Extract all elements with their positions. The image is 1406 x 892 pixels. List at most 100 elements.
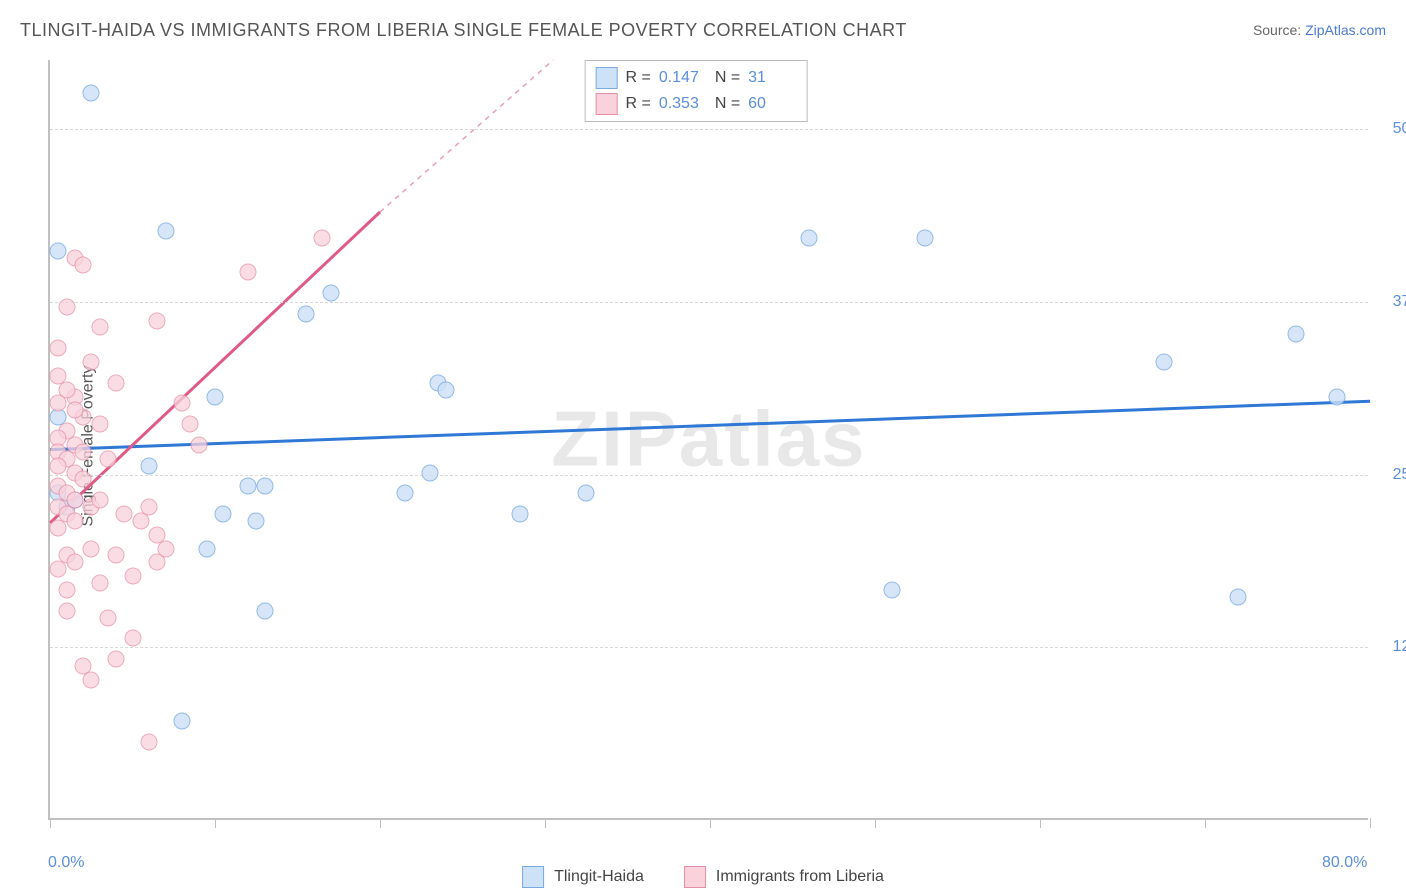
x-tick bbox=[545, 818, 546, 828]
data-point bbox=[801, 229, 818, 246]
r-value: 0.147 bbox=[659, 69, 707, 87]
x-tick-label: 0.0% bbox=[48, 854, 84, 872]
data-point bbox=[75, 257, 92, 274]
legend-swatch-series1 bbox=[522, 866, 544, 888]
data-point bbox=[438, 381, 455, 398]
trend-lines-layer bbox=[50, 60, 1368, 818]
data-point bbox=[182, 416, 199, 433]
series-legend: Tlingit-Haida Immigrants from Liberia bbox=[522, 866, 884, 888]
data-point bbox=[240, 264, 257, 281]
data-point bbox=[421, 464, 438, 481]
data-point bbox=[108, 547, 125, 564]
n-value: 60 bbox=[748, 95, 796, 113]
data-point bbox=[50, 367, 67, 384]
trend-line bbox=[380, 60, 553, 212]
chart-container: TLINGIT-HAIDA VS IMMIGRANTS FROM LIBERIA… bbox=[0, 0, 1406, 892]
legend-label-series2: Immigrants from Liberia bbox=[716, 868, 884, 886]
watermark-text: ZIPatlas bbox=[551, 394, 866, 485]
data-point bbox=[50, 340, 67, 357]
data-point bbox=[149, 526, 166, 543]
data-point bbox=[916, 229, 933, 246]
x-tick bbox=[710, 818, 711, 828]
data-point bbox=[578, 485, 595, 502]
legend-swatch bbox=[595, 67, 617, 89]
data-point bbox=[174, 713, 191, 730]
data-point bbox=[124, 630, 141, 647]
x-tick bbox=[875, 818, 876, 828]
data-point bbox=[50, 243, 67, 260]
data-point bbox=[91, 319, 108, 336]
data-point bbox=[83, 540, 100, 557]
trend-line bbox=[50, 212, 380, 523]
data-point bbox=[83, 354, 100, 371]
stat-legend-row: R = 0.353 N = 60 bbox=[595, 91, 796, 117]
x-tick bbox=[1040, 818, 1041, 828]
data-point bbox=[66, 402, 83, 419]
data-point bbox=[66, 554, 83, 571]
data-point bbox=[215, 506, 232, 523]
data-point bbox=[83, 84, 100, 101]
y-tick-label: 37.5% bbox=[1378, 293, 1406, 311]
n-value: 31 bbox=[748, 69, 796, 87]
n-label: N = bbox=[715, 95, 740, 113]
r-value: 0.353 bbox=[659, 95, 707, 113]
data-point bbox=[91, 575, 108, 592]
data-point bbox=[198, 540, 215, 557]
r-label: R = bbox=[625, 95, 650, 113]
data-point bbox=[66, 512, 83, 529]
data-point bbox=[256, 478, 273, 495]
x-tick bbox=[50, 818, 51, 828]
data-point bbox=[141, 734, 158, 751]
r-label: R = bbox=[625, 69, 650, 87]
data-point bbox=[1329, 388, 1346, 405]
data-point bbox=[157, 222, 174, 239]
x-tick bbox=[1205, 818, 1206, 828]
x-tick bbox=[380, 818, 381, 828]
gridline bbox=[50, 475, 1368, 476]
statistics-legend: R = 0.147 N = 31 R = 0.353 N = 60 bbox=[584, 60, 807, 122]
legend-swatch-series2 bbox=[684, 866, 706, 888]
x-tick bbox=[215, 818, 216, 828]
data-point bbox=[322, 284, 339, 301]
data-point bbox=[108, 651, 125, 668]
data-point bbox=[141, 457, 158, 474]
data-point bbox=[1287, 326, 1304, 343]
chart-title: TLINGIT-HAIDA VS IMMIGRANTS FROM LIBERIA… bbox=[20, 20, 907, 41]
gridline bbox=[50, 647, 1368, 648]
data-point bbox=[207, 388, 224, 405]
data-point bbox=[58, 298, 75, 315]
x-tick-label: 80.0% bbox=[1322, 854, 1367, 872]
y-tick-label: 12.5% bbox=[1378, 638, 1406, 656]
data-point bbox=[512, 506, 529, 523]
data-point bbox=[50, 457, 67, 474]
trend-line bbox=[50, 401, 1370, 449]
data-point bbox=[1230, 588, 1247, 605]
y-tick-label: 50.0% bbox=[1378, 120, 1406, 138]
data-point bbox=[91, 492, 108, 509]
data-point bbox=[396, 485, 413, 502]
data-point bbox=[83, 671, 100, 688]
data-point bbox=[174, 395, 191, 412]
source-label: Source: ZipAtlas.com bbox=[1253, 22, 1386, 38]
legend-swatch bbox=[595, 93, 617, 115]
data-point bbox=[149, 312, 166, 329]
data-point bbox=[50, 395, 67, 412]
source-link[interactable]: ZipAtlas.com bbox=[1305, 22, 1386, 38]
data-point bbox=[297, 305, 314, 322]
n-label: N = bbox=[715, 69, 740, 87]
data-point bbox=[91, 416, 108, 433]
data-point bbox=[248, 512, 265, 529]
data-point bbox=[50, 519, 67, 536]
x-tick bbox=[1370, 818, 1371, 828]
data-point bbox=[116, 506, 133, 523]
data-point bbox=[256, 602, 273, 619]
data-point bbox=[240, 478, 257, 495]
data-point bbox=[149, 554, 166, 571]
data-point bbox=[190, 436, 207, 453]
data-point bbox=[99, 609, 116, 626]
legend-label-series1: Tlingit-Haida bbox=[554, 868, 644, 886]
data-point bbox=[141, 499, 158, 516]
data-point bbox=[108, 374, 125, 391]
gridline bbox=[50, 302, 1368, 303]
data-point bbox=[58, 602, 75, 619]
